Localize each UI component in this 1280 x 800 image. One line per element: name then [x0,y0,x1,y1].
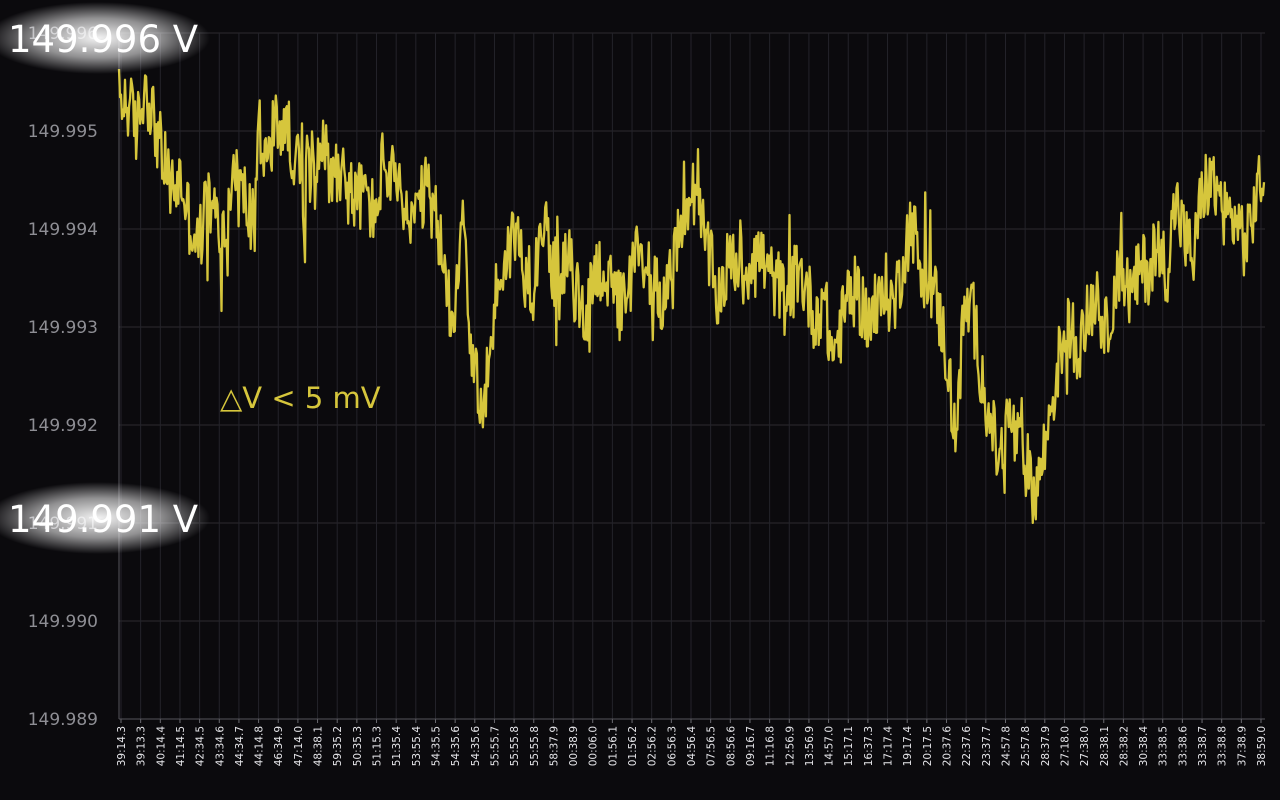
y-tick-label: 149.993 [28,318,98,338]
x-tick-label: 11:16.8 [765,726,777,766]
x-tick-label: 27:18.0 [1059,726,1071,766]
x-tick-label: 07:56.5 [706,726,718,766]
plot-area [117,68,1266,525]
x-tick-label: 39:13.3 [136,726,148,766]
x-tick-label: 13:56.9 [804,726,816,766]
y-tick-label: 149.995 [28,122,98,142]
x-tick-label: 54:35.5 [430,726,442,766]
x-tick-label: 55:55.8 [529,726,541,766]
x-tick-label: 28:38.1 [1099,726,1111,766]
x-tick-label: 20:17.5 [922,726,934,766]
x-tick-label: 43:34.6 [214,726,226,767]
x-tick-label: 40:14.4 [155,726,167,767]
x-tick-label: 44:34.7 [234,726,246,766]
x-tick-label: 08:56.6 [725,726,737,767]
x-tick-label: 01:56.1 [607,726,619,766]
x-tick-label: 16:37.3 [863,726,875,766]
x-tick-label: 58:37.9 [548,726,560,766]
y-tick-label: 149.992 [28,416,98,436]
x-tick-label: 42:34.5 [195,726,207,766]
x-tick-label: 51:15.3 [372,726,384,766]
x-tick-label: 28:38.2 [1118,726,1130,766]
x-tick-label: 53:55.4 [411,726,423,767]
x-tick-label: 41:14.5 [175,726,187,766]
x-tick-label: 20:37.6 [942,726,954,767]
max-voltage-callout: 149.996 V [8,18,198,61]
x-tick-label: 15:17.1 [843,726,855,766]
x-tick-label: 39:14.3 [116,726,128,766]
x-tick-label: 46:34.9 [273,726,285,766]
x-tick-label: 54:35.6 [470,726,482,767]
min-callout-glow [0,482,210,554]
x-tick-label: 00:06.0 [588,726,600,766]
x-tick-label: 22:37.6 [961,726,973,767]
y-tick-label: 149.994 [28,220,98,240]
min-voltage-callout: 149.991 V [8,498,198,541]
max-callout-glow [0,2,210,74]
x-tick-label: 14:57.0 [824,726,836,766]
x-tick-label: 28:37.9 [1040,726,1052,766]
y-tick-label: 149.990 [28,612,98,632]
delta-v-annotation: △V < 5 mV [220,381,381,415]
x-tick-label: 33:38.5 [1158,726,1170,766]
x-tick-label: 59:35.2 [332,726,344,766]
x-tick-label: 37:38.9 [1236,726,1248,766]
x-tick-label: 44:14.8 [254,726,266,766]
x-tick-label: 19:17.4 [902,726,914,767]
y-tick-label: 149.989 [28,710,98,730]
x-tick-label: 33:38.8 [1217,726,1229,766]
x-tick-label: 24:57.8 [1000,726,1012,766]
x-tick-label: 17:17.4 [883,726,895,767]
x-tick-label: 27:38.0 [1079,726,1091,766]
chart-grid [118,32,1265,723]
x-tick-label: 55:55.8 [509,726,521,766]
x-tick-label: 33:38.6 [1177,726,1189,767]
x-tick-label: 00:38.9 [568,726,580,766]
x-tick-label: 12:56.9 [784,726,796,766]
x-tick-label: 23:37.7 [981,726,993,766]
x-tick-label: 54:35.6 [450,726,462,767]
x-tick-label: 47:14.0 [293,726,305,766]
x-tick-label: 33:38.7 [1197,726,1209,766]
x-tick-label: 09:16.7 [745,726,757,766]
x-tick-label: 30:38.4 [1138,726,1150,767]
x-tick-label: 55:55.7 [489,726,501,766]
x-tick-label: 01:56.2 [627,726,639,766]
x-tick-label: 04:56.4 [686,726,698,767]
x-tick-label: 48:38.1 [313,726,325,766]
x-tick-label: 50:35.3 [352,726,364,766]
x-tick-label: 38:59.0 [1256,726,1268,766]
x-tick-label: 02:56.2 [647,726,659,766]
x-tick-label: 51:35.4 [391,726,403,767]
x-tick-label: 06:56.3 [666,726,678,766]
y-axis-ticks: 149.989149.990149.991149.992149.993149.9… [28,24,98,730]
x-tick-label: 25:57.8 [1020,726,1032,766]
x-axis-ticks: 39:14.3 39:13.3 40:14.4 41:14.5 42:34.5 43:34… [116,726,1268,767]
voltage-series-line [117,68,1266,525]
